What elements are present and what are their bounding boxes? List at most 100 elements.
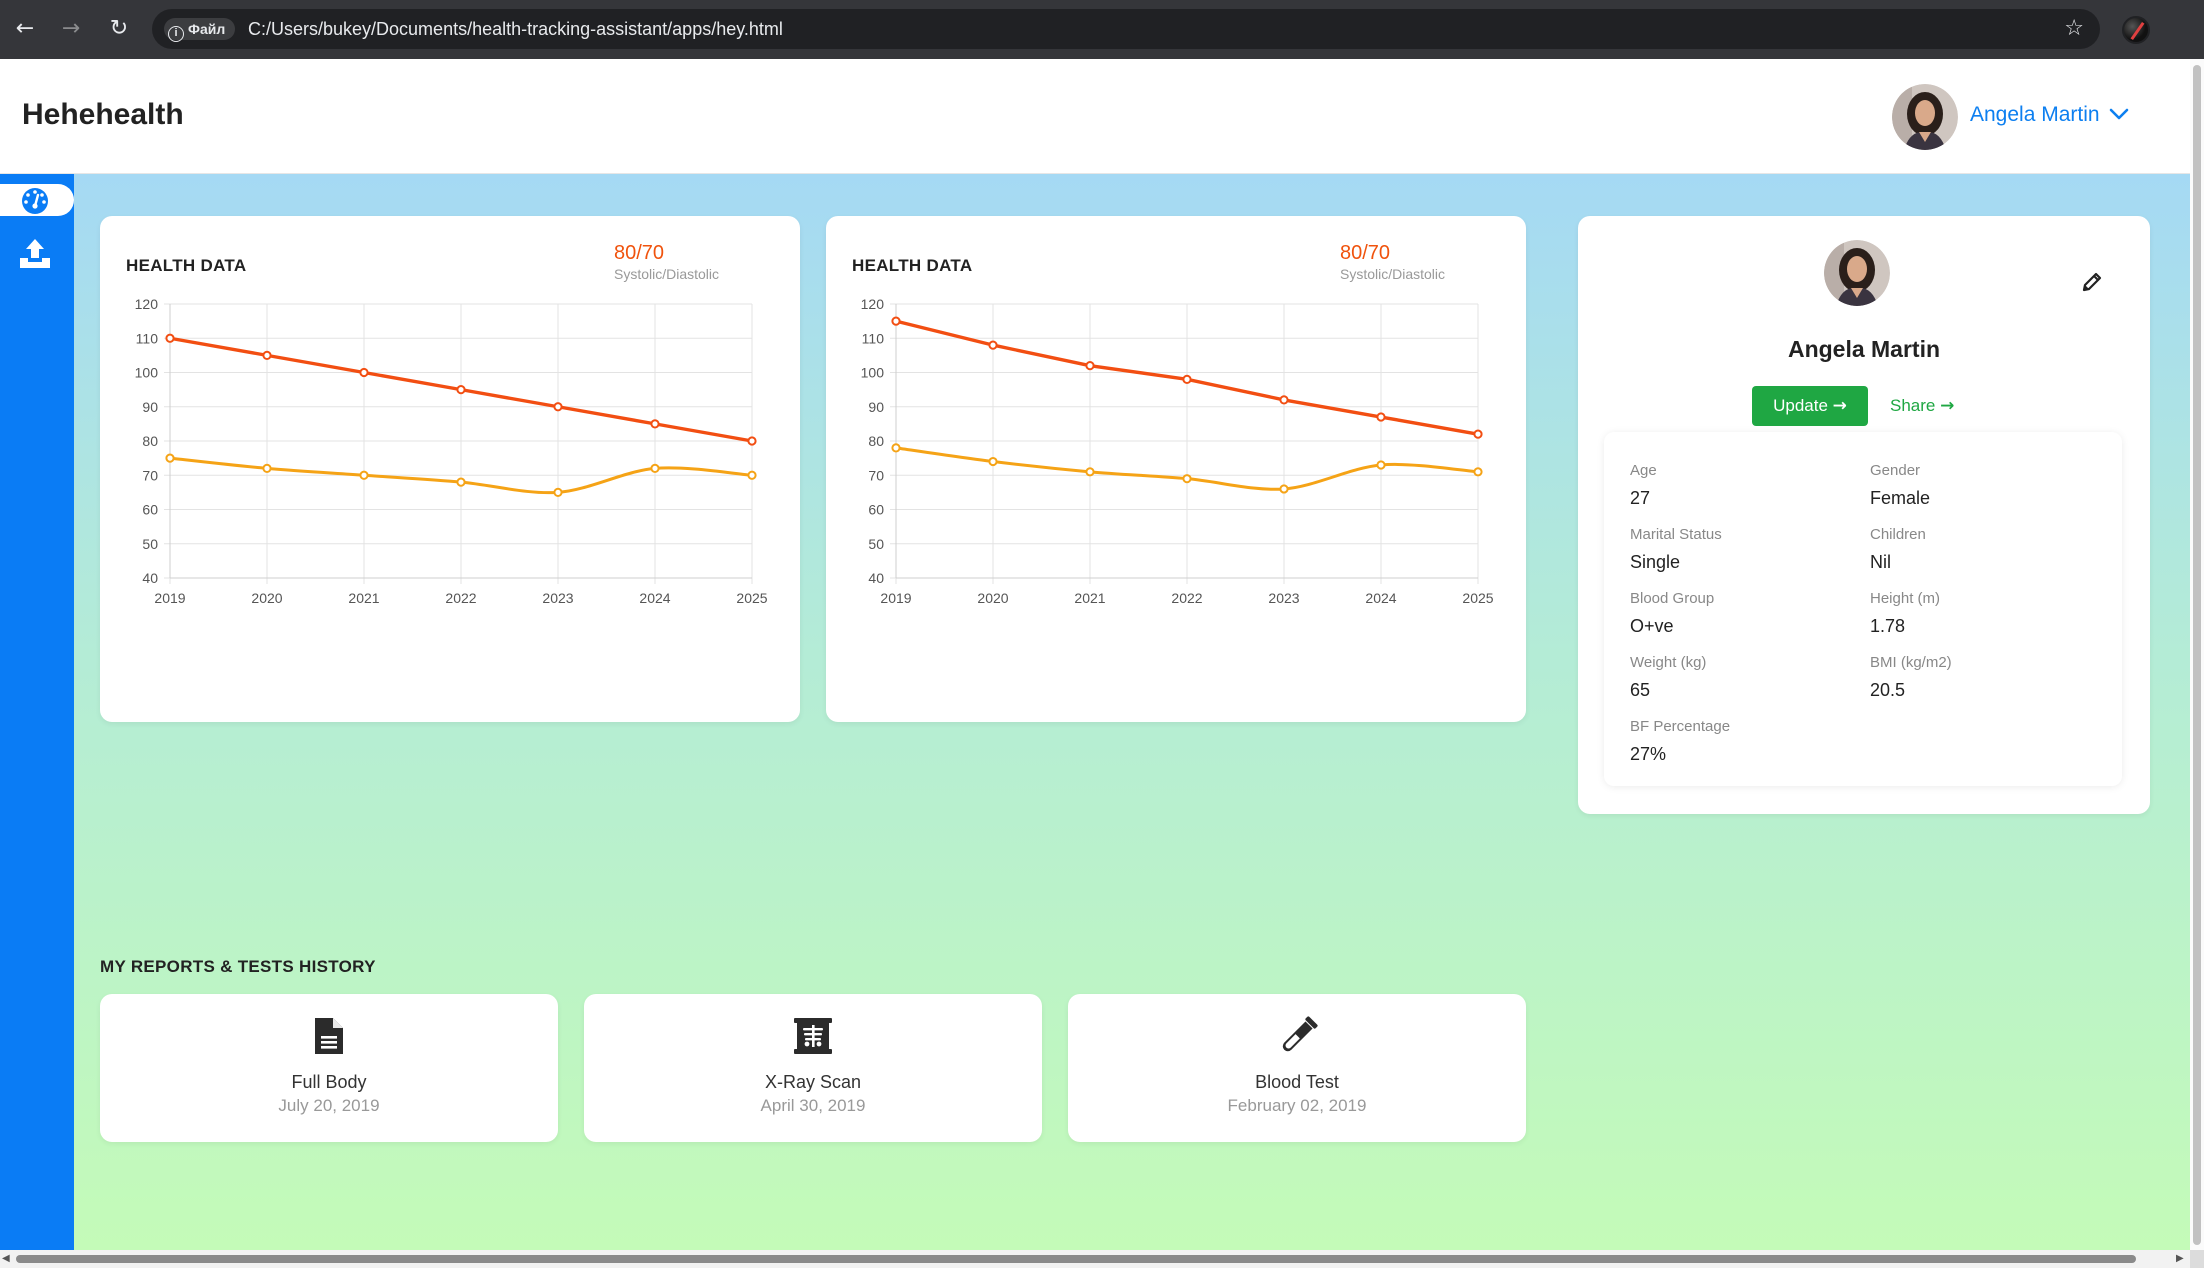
share-link[interactable]: Share → xyxy=(1890,386,1954,426)
bp-label: Systolic/Diastolic xyxy=(614,266,720,282)
forward-arrow-icon[interactable]: → xyxy=(61,16,81,41)
sidebar xyxy=(0,174,74,1250)
field-label: Children xyxy=(1870,526,1926,543)
report-date: July 20, 2019 xyxy=(278,1096,380,1115)
data-point xyxy=(650,419,660,429)
health-data-card-1: HEALTH DATA 80/70 Systolic/Diastolic 120… xyxy=(100,216,800,722)
data-point xyxy=(891,443,901,453)
reload-icon[interactable]: ↻ xyxy=(109,16,129,41)
report-card-full-body[interactable]: Full Body July 20, 2019 xyxy=(100,994,558,1142)
data-point xyxy=(891,316,901,326)
profile-name: Angela Martin xyxy=(1787,336,1941,362)
x-tick-label: 2024 xyxy=(639,590,670,606)
y-tick-label: 50 xyxy=(142,536,158,552)
update-button[interactable]: Update → xyxy=(1752,386,1868,426)
data-point xyxy=(747,470,757,480)
url-text[interactable]: C:/Users/bukey/Documents/health-tracking… xyxy=(248,19,783,39)
avatar[interactable] xyxy=(1892,84,1958,150)
field-value: Single xyxy=(1630,552,1681,572)
field-value: 27 xyxy=(1630,488,1651,508)
field-label: Age xyxy=(1630,462,1657,479)
y-tick-label: 70 xyxy=(868,467,884,483)
x-tick-label: 2021 xyxy=(1074,590,1105,606)
line-chart: 120 110 100 90 80 70 60 50 40 2019 2020 2021 2022 202… xyxy=(861,296,1494,606)
test-tube-icon xyxy=(1282,1016,1318,1052)
back-arrow-icon[interactable]: ← xyxy=(15,16,35,41)
y-tick-label: 90 xyxy=(868,399,884,415)
app-header: Hehehealth Angela Martin xyxy=(0,59,2190,174)
data-point xyxy=(1376,460,1386,470)
bp-value: 80/70 xyxy=(1340,242,1391,264)
extension-icon[interactable] xyxy=(2122,16,2150,44)
data-point xyxy=(1376,412,1386,422)
report-card-xray[interactable]: X-Ray Scan April 30, 2019 xyxy=(584,994,1042,1142)
x-tick-label: 2022 xyxy=(1171,590,1202,606)
chart-readout: 80/70 Systolic/Diastolic xyxy=(1340,242,1500,282)
sidebar-item-dashboard[interactable] xyxy=(0,184,74,216)
y-tick-label: 110 xyxy=(136,330,159,346)
field-label: Weight (kg) xyxy=(1630,654,1707,671)
data-point xyxy=(1182,374,1192,384)
data-point xyxy=(1279,395,1289,405)
chart-title: HEALTH DATA xyxy=(852,256,973,275)
field-bmi: BMI (kg/m2) 20.5 xyxy=(1870,654,2110,701)
scroll-left-arrow-icon[interactable]: ◀ xyxy=(2,1253,10,1264)
scrollbar-thumb[interactable] xyxy=(2193,65,2201,1245)
y-tick-label: 100 xyxy=(135,365,159,381)
x-tick-label: 2025 xyxy=(1462,590,1493,606)
reports-section-title: MY REPORTS & TESTS HISTORY xyxy=(100,957,376,976)
dashboard-gauge-icon xyxy=(22,188,48,214)
field-value: 27% xyxy=(1630,744,1667,764)
data-point xyxy=(262,350,272,360)
x-tick-label: 2024 xyxy=(1365,590,1396,606)
site-info-label: Файл xyxy=(188,21,226,37)
report-card-blood-test[interactable]: Blood Test February 02, 2019 xyxy=(1068,994,1526,1142)
bookmark-star-icon[interactable]: ☆ xyxy=(2064,16,2084,41)
data-point xyxy=(165,333,175,343)
field-bf-percentage: BF Percentage 27% xyxy=(1630,718,1870,765)
field-value: Nil xyxy=(1870,552,1891,572)
document-icon xyxy=(315,1018,343,1054)
scrollbar-corner xyxy=(2190,1250,2204,1268)
profile-details: Age 27 Gender Female Marital Status Single … xyxy=(1604,432,2122,786)
data-point xyxy=(1473,467,1483,477)
field-gender: Gender Female xyxy=(1870,462,2110,509)
upload-icon[interactable] xyxy=(18,236,52,270)
field-value: Female xyxy=(1870,488,1931,508)
report-name: Full Body xyxy=(291,1072,367,1092)
bp-value: 80/70 xyxy=(614,242,665,264)
field-label: BMI (kg/m2) xyxy=(1870,654,1952,671)
y-tick-label: 60 xyxy=(868,502,884,518)
field-value: O+ve xyxy=(1630,616,1674,636)
profile-avatar xyxy=(1824,240,1890,306)
data-point xyxy=(1473,429,1483,439)
arrow-right-icon: → xyxy=(1940,396,1955,416)
data-point xyxy=(165,453,175,463)
y-tick-label: 80 xyxy=(142,433,158,449)
main-content: HEALTH DATA 80/70 Systolic/Diastolic 120… xyxy=(0,174,2190,1250)
x-tick-label: 2021 xyxy=(348,590,379,606)
update-button-label: Update xyxy=(1773,396,1828,415)
data-point xyxy=(650,463,660,473)
data-point xyxy=(1085,467,1095,477)
field-age: Age 27 xyxy=(1630,462,1870,509)
horizontal-scrollbar[interactable]: ◀ ▶ xyxy=(0,1250,2190,1268)
vertical-scrollbar[interactable] xyxy=(2190,59,2204,1268)
user-menu-name[interactable]: Angela Martin xyxy=(1970,103,2100,126)
scrollbar-thumb[interactable] xyxy=(16,1255,2136,1263)
pencil-edit-icon[interactable] xyxy=(2080,270,2104,294)
chevron-down-icon[interactable] xyxy=(2108,103,2130,125)
scroll-right-arrow-icon[interactable]: ▶ xyxy=(2176,1253,2184,1264)
y-tick-label: 120 xyxy=(861,296,885,312)
brand-title: Hehehealth xyxy=(22,98,184,131)
field-children: Children Nil xyxy=(1870,526,2110,573)
field-value: 65 xyxy=(1630,680,1651,700)
field-weight: Weight (kg) 65 xyxy=(1630,654,1870,701)
site-info-chip[interactable]: i Файл xyxy=(164,18,236,42)
data-point xyxy=(988,340,998,350)
x-tick-label: 2019 xyxy=(154,590,185,606)
data-point xyxy=(1085,361,1095,371)
field-label: Gender xyxy=(1870,462,1921,479)
address-bar[interactable]: i Файл C:/Users/bukey/Documents/health-tr… xyxy=(152,9,2100,49)
x-tick-label: 2025 xyxy=(736,590,767,606)
